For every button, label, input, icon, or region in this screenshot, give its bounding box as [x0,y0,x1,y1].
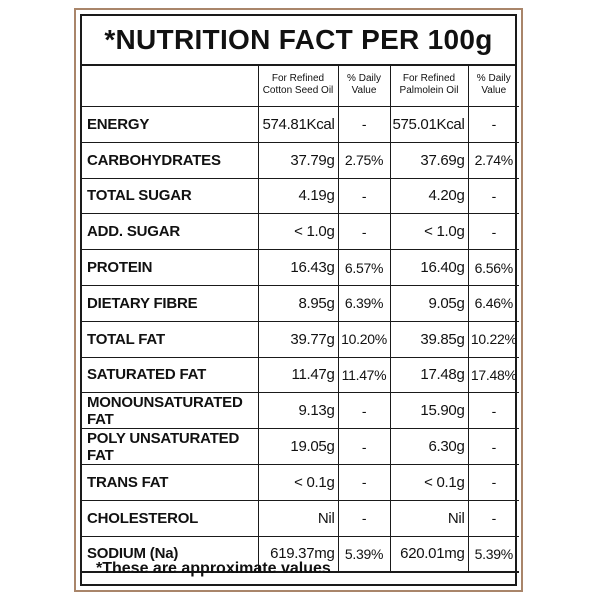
palmolein-daily-value: 6.46% [467,284,519,322]
table-row: ADD. SUGAR < 1.0g - < 1.0g - [82,213,519,251]
cotton-seed-daily-value: - [337,177,391,215]
palmolein-daily-value: 10.22% [467,320,519,358]
cotton-seed-daily-value: - [337,392,391,430]
cotton-seed-value: < 1.0g [257,213,339,251]
header-dv2-line2: Value [481,85,507,96]
table-row: POLY UNSATURATED FAT 19.05g -6.30g - [82,428,519,465]
cotton-seed-value: Nil [257,499,339,537]
header-dv2-line1: % Daily [476,73,511,84]
table-row: CHOLESTEROL Nil - Nil - [82,499,519,537]
nutrient-name: POLY UNSATURATED FAT [82,428,259,465]
palmolein-daily-value: 2.74% [467,141,519,179]
nutrient-name: TOTAL SUGAR [82,177,259,215]
palmolein-daily-value: - [467,428,519,465]
cotton-seed-value: 39.77g [257,320,339,358]
palmolein-value: 15.90g [389,392,469,430]
table-body: ENERGY 574.81Kcal -575.01Kcal - CARBOHYDRATE… [82,106,519,574]
palmolein-value: 37.69g [389,141,469,179]
header-nutrient [82,64,259,107]
nutrient-name: CARBOHYDRATES [82,141,259,179]
table-row: CARBOHYDRATES 37.79g 2.75% 37.69g 2.74% [82,141,519,179]
cotton-seed-value: 9.13g [257,392,339,430]
palmolein-value: 16.40g [389,249,469,286]
table-row: MONOUNSATURATED FAT 9.13g -15.90g - [82,392,519,430]
cotton-seed-daily-value: 6.57% [337,249,391,286]
nutrient-name: MONOUNSATURATED FAT [82,392,259,430]
header-cotton-seed-oil: For Refined Cotton Seed Oil [257,64,339,107]
table-row: PROTEIN 16.43g 6.57% 16.40g 6.56% [82,249,519,286]
cotton-seed-daily-value: 5.39% [337,535,391,574]
header-cotton-line1: For Refined [271,73,325,84]
palmolein-daily-value: 6.56% [467,249,519,286]
header-palm-line2: Palmolein Oil [399,85,459,96]
cotton-seed-daily-value: - [337,106,391,143]
cotton-seed-value: 19.05g [257,428,339,465]
table-header-row: For Refined Cotton Seed Oil % Daily Valu… [82,64,519,107]
palmolein-daily-value: 17.48% [467,356,519,394]
cotton-seed-value: 16.43g [257,249,339,286]
nutrient-name: TRANS FAT [82,463,259,501]
cotton-seed-value: 37.79g [257,141,339,179]
table-row: TRANS FAT < 0.1g - < 0.1g - [82,463,519,501]
palmolein-daily-value: - [467,499,519,537]
palmolein-daily-value: - [467,177,519,215]
cotton-seed-daily-value: - [337,463,391,501]
nutrient-name: PROTEIN [82,249,259,286]
table-row: ENERGY 574.81Kcal -575.01Kcal - [82,106,519,143]
nutrient-name: DIETARY FIBRE [82,284,259,322]
cotton-seed-value: 574.81Kcal [257,106,339,143]
header-cotton-daily-value: % Daily Value [337,64,391,107]
table-row: SODIUM (Na) 619.37mg 5.39% 620.01mg 5.39% [82,535,519,574]
cotton-seed-value: 11.47g [257,356,339,394]
cotton-seed-daily-value: 6.39% [337,284,391,322]
palmolein-value: 9.05g [389,284,469,322]
palmolein-value: 17.48g [389,356,469,394]
palmolein-daily-value: - [467,213,519,251]
palmolein-value: < 0.1g [389,463,469,501]
header-dv1-line1: % Daily [347,73,381,84]
cotton-seed-daily-value: 2.75% [337,141,391,179]
table-row: TOTAL SUGAR 4.19g -4.20g - [82,177,519,215]
palmolein-daily-value: 5.39% [467,535,519,574]
nutrient-name: CHOLESTEROL [82,499,259,537]
cotton-seed-value: 619.37mg [257,535,339,574]
cotton-seed-daily-value: 11.47% [337,356,391,394]
header-palmolein-oil: For Refined Palmolein Oil [389,64,469,107]
header-palm-line1: For Refined [402,73,456,84]
palmolein-daily-value: - [467,463,519,501]
table-row: SATURATED FAT 11.47g 11.47% 17.48g 17.48% [82,356,519,394]
nutrition-title: *NUTRITION FACT PER 100g [82,16,515,66]
palmolein-daily-value: - [467,106,519,143]
palmolein-value: 4.20g [389,177,469,215]
palmolein-value: 575.01Kcal [389,106,469,143]
palmolein-value: 39.85g [389,320,469,358]
cotton-seed-daily-value: - [337,428,391,465]
palmolein-daily-value: - [467,392,519,430]
nutrition-panel: *NUTRITION FACT PER 100g For Refined Cot… [74,8,523,592]
nutrition-table: For Refined Cotton Seed Oil % Daily Valu… [82,64,519,574]
palmolein-value: 620.01mg [389,535,469,574]
table-row: DIETARY FIBRE 8.95g 6.39% 9.05g 6.46% [82,284,519,322]
cotton-seed-value: 4.19g [257,177,339,215]
nutrition-table-frame: *NUTRITION FACT PER 100g For Refined Cot… [80,14,519,586]
cotton-seed-value: 8.95g [257,284,339,322]
header-palm-daily-value: % Daily Value [467,64,519,107]
cotton-seed-daily-value: - [337,499,391,537]
cotton-seed-daily-value: 10.20% [337,320,391,358]
nutrient-name: ENERGY [82,106,259,143]
table-row: TOTAL FAT 39.77g 10.20% 39.85g 10.22% [82,320,519,358]
footnote: *These are approximate values [96,560,331,577]
header-cotton-line2: Cotton Seed Oil [262,85,334,96]
cotton-seed-daily-value: - [337,213,391,251]
palmolein-value: Nil [389,499,469,537]
palmolein-value: 6.30g [389,428,469,465]
cotton-seed-value: < 0.1g [257,463,339,501]
nutrient-name: SATURATED FAT [82,356,259,394]
nutrient-name: TOTAL FAT [82,320,259,358]
nutrient-name: SODIUM (Na) [82,535,259,574]
palmolein-value: < 1.0g [389,213,469,251]
nutrient-name: ADD. SUGAR [82,213,259,251]
header-dv1-line2: Value [351,85,377,96]
